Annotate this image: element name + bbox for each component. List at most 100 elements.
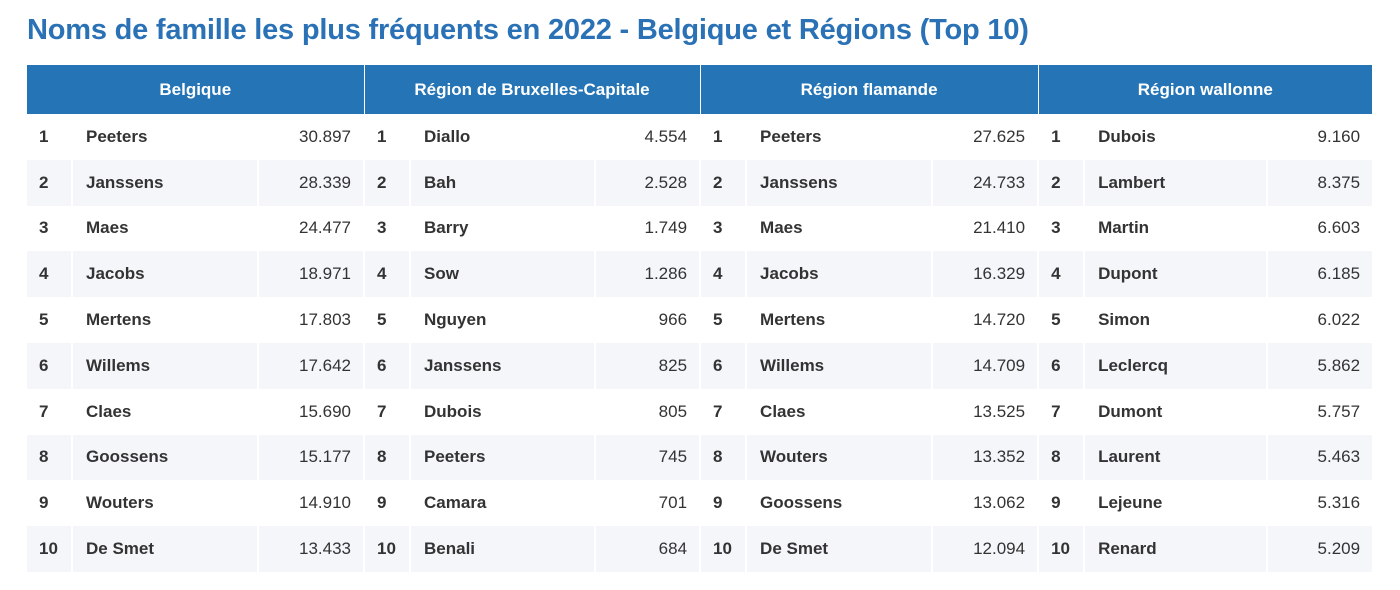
rank-cell: 9 — [363, 480, 411, 527]
rank-cell: 5 — [699, 297, 747, 343]
rank-cell: 3 — [699, 205, 747, 252]
table-row: 5 Mertens 17.803 5 Nguyen 966 5 Mertens 14.720 5 S… — [27, 297, 1373, 343]
count-cell: 27.625 — [931, 114, 1039, 160]
surname-cell: Leclercq — [1083, 342, 1268, 389]
surname-cell: Dubois — [409, 388, 596, 435]
count-cell: 5.757 — [1266, 388, 1373, 435]
rank-cell: 3 — [363, 205, 411, 252]
table-row: 10 De Smet 13.433 10 Benali 684 10 De Smet 12.09… — [27, 526, 1373, 572]
column-header: Belgique — [27, 65, 365, 114]
surname-cell: Janssens — [71, 159, 258, 206]
surname-cell: Lejeune — [1083, 480, 1268, 527]
rank-cell: 10 — [699, 526, 747, 572]
surname-cell: Renard — [1083, 526, 1268, 572]
count-cell: 1.749 — [594, 205, 701, 252]
surname-cell: Mertens — [745, 297, 933, 343]
count-cell: 684 — [594, 526, 701, 572]
rank-cell: 6 — [1037, 342, 1085, 389]
surname-cell: Goossens — [745, 480, 933, 527]
rank-cell: 1 — [1037, 114, 1085, 160]
surname-cell: Jacobs — [71, 251, 258, 298]
count-cell: 14.709 — [931, 342, 1039, 389]
rank-cell: 2 — [1037, 159, 1085, 206]
surname-cell: Bah — [409, 159, 596, 206]
count-cell: 17.803 — [256, 297, 365, 343]
count-cell: 5.316 — [1266, 480, 1373, 527]
count-cell: 825 — [594, 342, 701, 389]
surname-cell: Jacobs — [745, 251, 933, 298]
rank-cell: 1 — [363, 114, 411, 160]
count-cell: 15.177 — [256, 434, 365, 481]
rank-cell: 9 — [39, 493, 49, 513]
rank-cell: 7 — [39, 401, 49, 421]
count-cell: 701 — [594, 480, 701, 527]
table-row: 2 Janssens 28.339 2 Bah 2.528 2 Janssens 24.733 2… — [27, 159, 1373, 206]
surname-cell: Benali — [409, 526, 596, 572]
surname-cell: Maes — [71, 205, 258, 252]
surname-cell: Barry — [409, 205, 596, 252]
count-cell: 14.720 — [931, 297, 1039, 343]
rank-cell: 7 — [1037, 388, 1085, 435]
count-cell: 745 — [594, 434, 701, 481]
count-cell: 13.352 — [931, 434, 1039, 481]
column-header: Région de Bruxelles-Capitale — [363, 65, 701, 114]
table-row: 3 Maes 24.477 3 Barry 1.749 3 Maes 21.410 3 Martin… — [27, 205, 1373, 252]
surname-cell: Claes — [71, 388, 258, 435]
surname-cell: Camara — [409, 480, 596, 527]
rank-cell: 1 — [39, 126, 49, 146]
rank-cell: 1 — [699, 114, 747, 160]
surname-cell: Laurent — [1083, 434, 1268, 481]
rank-cell: 4 — [1037, 251, 1085, 298]
count-cell: 24.733 — [931, 159, 1039, 206]
surname-cell: Peeters — [409, 434, 596, 481]
rank-cell: 3 — [1037, 205, 1085, 252]
table-row: 6 Willems 17.642 6 Janssens 825 6 Willems 14.709… — [27, 342, 1373, 389]
count-cell: 13.433 — [256, 526, 365, 572]
surname-cell: De Smet — [745, 526, 933, 572]
rank-cell: 10 — [363, 526, 411, 572]
rank-cell: 10 — [27, 526, 72, 572]
count-cell: 15.690 — [256, 388, 365, 435]
rank-cell: 2 — [363, 159, 411, 206]
header-row: Belgique Région de Bruxelles-Capitale Régi… — [27, 65, 1373, 114]
count-cell: 6.022 — [1266, 297, 1373, 343]
count-cell: 13.062 — [931, 480, 1039, 527]
count-cell: 30.897 — [256, 114, 365, 160]
table-row: 8 Goossens 15.177 8 Peeters 745 8 Wouters 13.352… — [27, 434, 1373, 481]
surname-cell: Simon — [1083, 297, 1268, 343]
rank-cell: 5 — [39, 310, 49, 330]
rank-cell: 9 — [699, 480, 747, 527]
surname-cell: Dupont — [1083, 251, 1268, 298]
count-cell: 17.642 — [256, 342, 365, 389]
surname-cell: Willems — [71, 342, 258, 389]
count-cell: 8.375 — [1266, 159, 1373, 206]
rank-cell: 7 — [363, 388, 411, 435]
rank-cell: 8 — [27, 434, 72, 481]
surname-cell: Willems — [745, 342, 933, 389]
surname-cell: Diallo — [409, 114, 596, 160]
rank-cell: 10 — [1037, 526, 1085, 572]
count-cell: 966 — [594, 297, 701, 343]
rank-cell: 4 — [699, 251, 747, 298]
rank-cell: 8 — [363, 434, 411, 481]
count-cell: 16.329 — [931, 251, 1039, 298]
rank-cell: 6 — [27, 342, 72, 389]
surname-cell: Claes — [745, 388, 933, 435]
count-cell: 1.286 — [594, 251, 701, 298]
rank-cell: 2 — [27, 159, 72, 206]
count-cell: 6.603 — [1266, 205, 1373, 252]
count-cell: 14.910 — [256, 480, 365, 527]
surname-cell: Dumont — [1083, 388, 1268, 435]
surname-cell: Wouters — [71, 480, 258, 527]
surname-cell: Dubois — [1083, 114, 1268, 160]
column-header: Région wallonne — [1037, 65, 1373, 114]
surname-cell: Lambert — [1083, 159, 1268, 206]
rank-cell: 5 — [363, 297, 411, 343]
rank-cell: 4 — [363, 251, 411, 298]
count-cell: 13.525 — [931, 388, 1039, 435]
rank-cell: 7 — [699, 388, 747, 435]
surname-cell: Janssens — [745, 159, 933, 206]
count-cell: 28.339 — [256, 159, 365, 206]
rank-cell: 8 — [1037, 434, 1085, 481]
